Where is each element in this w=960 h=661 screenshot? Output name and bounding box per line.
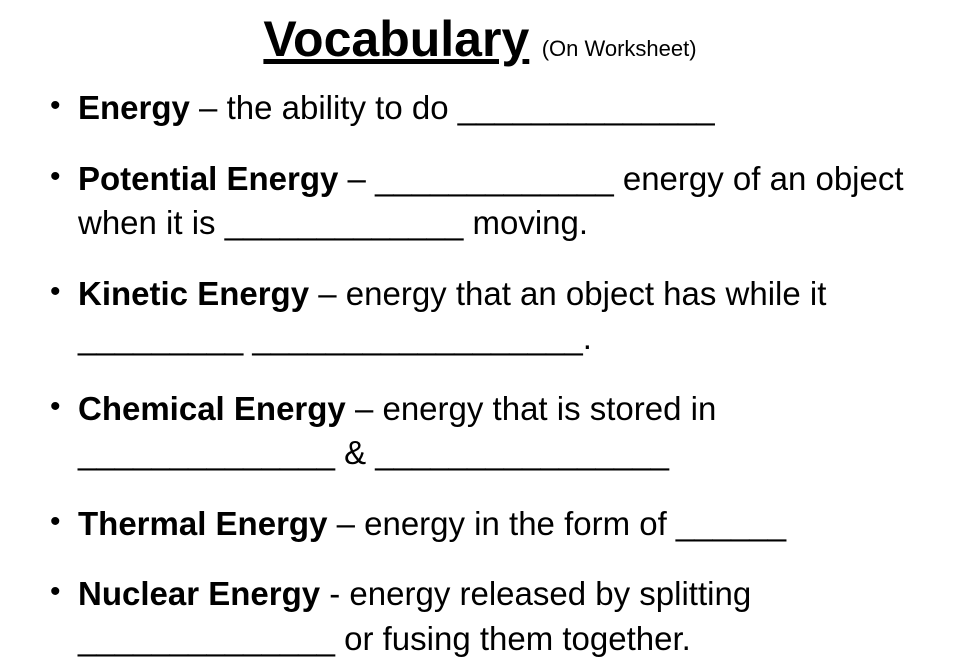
vocab-list: Energy – the ability to do _____________…: [30, 86, 930, 661]
list-item: Thermal Energy – energy in the form of _…: [50, 502, 930, 547]
term: Potential Energy: [78, 160, 338, 197]
page-subtitle: (On Worksheet): [542, 36, 697, 61]
title-row: Vocabulary (On Worksheet): [30, 10, 930, 68]
term: Energy: [78, 89, 190, 126]
term: Chemical Energy: [78, 390, 346, 427]
page-title: Vocabulary: [263, 11, 529, 67]
definition: – energy in the form of ______: [327, 505, 786, 542]
list-item: Energy – the ability to do _____________…: [50, 86, 930, 131]
term: Nuclear Energy: [78, 575, 320, 612]
list-item: Nuclear Energy - energy released by spli…: [50, 572, 930, 661]
definition: – the ability to do ______________: [190, 89, 715, 126]
list-item: Potential Energy – _____________ energy …: [50, 157, 930, 246]
list-item: Chemical Energy – energy that is stored …: [50, 387, 930, 476]
term: Thermal Energy: [78, 505, 327, 542]
term: Kinetic Energy: [78, 275, 309, 312]
list-item: Kinetic Energy – energy that an object h…: [50, 272, 930, 361]
